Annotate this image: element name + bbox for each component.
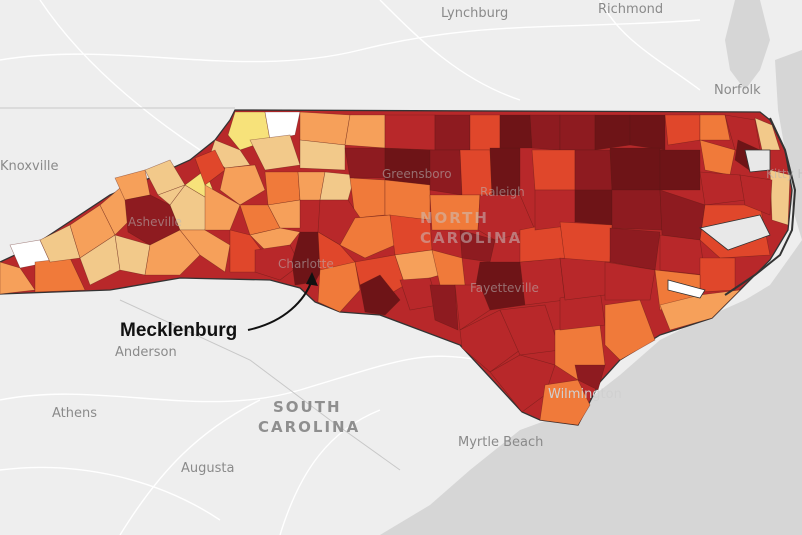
lynchburg-label: Lynchburg [441,6,508,21]
county-nw10 [264,171,301,206]
county-w12 [144,229,201,276]
county-e12 [531,149,576,191]
county-nw18 [254,244,301,281]
athens-label: Athens [52,406,97,421]
sc-state-label-2: CAROLINA [258,418,360,436]
counties [0,111,791,426]
county-p1 [344,147,386,179]
anderson-label: Anderson [115,345,177,360]
county-e17 [769,169,791,226]
county-s3 [429,284,459,331]
county-e19 [574,189,613,226]
county-w16 [157,184,186,206]
norfolk-label: Norfolk [714,83,761,98]
sounds [667,149,771,299]
county-e4 [594,114,631,151]
county-raleigh [477,194,536,241]
nc-state-label-1: NORTH [420,209,489,227]
county-s14 [604,299,656,361]
county-e14 [609,147,661,191]
charlotte-label: Charlotte [278,257,334,271]
county-e24 [559,221,613,263]
state-borders [0,107,401,471]
county-s5 [454,284,491,331]
county-e3 [559,114,596,151]
county-nw17 [249,227,301,251]
fayetteville-label: Fayetteville [470,281,539,295]
county-s1 [359,274,401,316]
county-e28 [559,257,611,301]
county-e16 [699,171,746,206]
nc-state-label-2: CAROLINA [420,229,522,247]
kitty-hawk-label: Kitty Hawk [766,167,802,181]
richmond-label: Richmond [598,2,663,17]
asheville-label: Asheville [128,215,182,229]
county-w14 [179,229,231,273]
outer-banks [724,117,797,296]
augusta-label: Augusta [181,461,234,476]
callout-arrowhead [306,272,318,286]
county-e6 [664,114,701,146]
county-s6 [459,309,521,373]
greensboro-label: Greensboro [382,167,452,181]
raleigh-label: Raleigh [480,185,525,199]
county-e9 [754,117,781,151]
wilmington-label: Wilmington [548,387,622,402]
county-e7 [699,114,731,141]
county-e27 [699,257,736,293]
county-p14 [339,214,396,259]
basemap-roads [0,0,701,535]
county-e26 [659,234,706,276]
myrtle-beach-label: Myrtle Beach [458,435,543,450]
mecklenburg-callout-label: Mecklenburg [120,320,237,341]
callout-arrow [247,279,313,331]
county-p22 [317,261,361,313]
county-e23 [739,174,773,216]
county-wilmington [539,379,591,426]
chesapeake-bay [725,0,770,90]
county-p4 [434,114,471,151]
ocean [380,0,802,535]
county-nw9 [299,139,346,171]
county-e2 [529,114,561,151]
county-nw8 [344,114,386,149]
knoxville-label: Knoxville [0,159,59,174]
county-e5 [629,114,666,151]
county-e15 [659,149,701,191]
county-p5 [469,114,501,151]
county-nw7 [299,111,351,146]
county-s13 [574,364,606,391]
county-p3 [384,114,436,151]
county-e20 [611,189,663,231]
county-e1 [499,114,533,149]
sc-state-label-1: SOUTH [273,398,342,416]
county-e29 [604,261,656,301]
county-nw15 [267,199,301,229]
county-nw2 [264,111,301,141]
county-e13 [574,149,613,191]
county-s8 [489,354,556,413]
county-nw5 [219,164,266,206]
